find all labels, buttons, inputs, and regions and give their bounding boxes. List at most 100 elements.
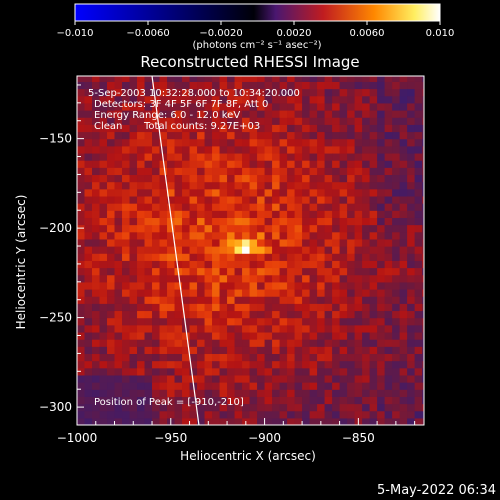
heatmap-cell <box>137 382 146 390</box>
heatmap-cell <box>159 131 168 140</box>
heatmap-cell <box>332 410 341 419</box>
colorbar-tick-label: 0.0060 <box>350 28 385 39</box>
heatmap-cell <box>347 288 356 297</box>
heatmap-cell <box>279 346 288 355</box>
heatmap-cell <box>242 88 251 97</box>
heatmap-cell <box>347 382 356 390</box>
heatmap-cell <box>107 117 116 125</box>
heatmap-cell <box>264 88 273 97</box>
heatmap-cell <box>189 324 198 333</box>
heatmap-cell <box>347 331 356 340</box>
heatmap-cell <box>324 81 333 90</box>
heatmap-cell <box>302 339 311 347</box>
heatmap-cell <box>204 217 213 226</box>
heatmap-cell <box>354 360 363 369</box>
heatmap-cell <box>264 339 273 347</box>
heatmap-cell <box>189 331 198 340</box>
heatmap-cell <box>234 303 243 312</box>
heatmap-cell <box>362 88 371 97</box>
heatmap-cell <box>107 410 116 419</box>
heatmap-cell <box>302 260 311 269</box>
heatmap-cell <box>279 76 288 82</box>
heatmap-cell <box>212 260 221 269</box>
heatmap-cell <box>414 281 423 290</box>
heatmap-cell <box>122 374 131 383</box>
heatmap-cell <box>129 138 138 147</box>
heatmap-cell <box>407 367 416 376</box>
heatmap-cell <box>152 317 161 326</box>
heatmap-cell <box>189 138 198 147</box>
heatmap-cell <box>114 145 123 154</box>
heatmap-cell <box>204 88 213 97</box>
heatmap-cell <box>354 339 363 347</box>
heatmap-cell <box>242 253 251 261</box>
heatmap-cell <box>332 81 341 90</box>
heatmap-cell <box>332 246 341 254</box>
heatmap-cell <box>324 310 333 319</box>
heatmap-cell <box>362 267 371 276</box>
heatmap-cell <box>92 267 101 276</box>
heatmap-cell <box>197 231 206 240</box>
heatmap-cell <box>122 217 131 226</box>
heatmap-cell <box>174 410 183 419</box>
heatmap-cell <box>317 296 326 304</box>
heatmap-cell <box>309 188 318 197</box>
heatmap-cell <box>294 181 303 190</box>
heatmap-cell <box>84 310 93 319</box>
heatmap-cell <box>279 131 288 140</box>
heatmap-cell <box>422 367 424 376</box>
heatmap-cell <box>369 76 378 82</box>
heatmap-cell <box>294 224 303 233</box>
heatmap-cell <box>384 145 393 154</box>
heatmap-cell <box>189 253 198 261</box>
heatmap-cell <box>294 374 303 383</box>
heatmap-cell <box>242 238 251 247</box>
heatmap-cell <box>107 303 116 312</box>
heatmap-cell <box>92 210 101 218</box>
heatmap-cell <box>92 95 101 104</box>
heatmap-cell <box>144 110 153 118</box>
heatmap-cell <box>227 76 236 82</box>
heatmap-cell <box>332 231 341 240</box>
heatmap-cell <box>257 324 266 333</box>
heatmap-cell <box>392 110 401 118</box>
heatmap-cell <box>129 396 138 405</box>
heatmap-cell <box>144 296 153 304</box>
heatmap-cell <box>354 367 363 376</box>
heatmap-cell <box>249 195 258 204</box>
heatmap-cell <box>362 288 371 297</box>
heatmap-cell <box>167 203 176 211</box>
heatmap-cell <box>422 260 424 269</box>
heatmap-cell <box>114 188 123 197</box>
heatmap-cell <box>287 145 296 154</box>
heatmap-cell <box>182 296 191 304</box>
heatmap-cell <box>414 224 423 233</box>
heatmap-cell <box>362 403 371 412</box>
heatmap-cell <box>114 296 123 304</box>
heatmap-cell <box>272 188 281 197</box>
heatmap-cell <box>122 346 131 355</box>
heatmap-cell <box>159 331 168 340</box>
heatmap-cell <box>174 367 183 376</box>
heatmap-cell <box>77 324 86 333</box>
heatmap-cell <box>339 160 348 168</box>
heatmap-cell <box>317 210 326 218</box>
heatmap-cell <box>144 203 153 211</box>
heatmap-cell <box>137 360 146 369</box>
heatmap-cell <box>212 374 221 383</box>
heatmap-cell <box>399 145 408 154</box>
heatmap-cell <box>189 167 198 176</box>
heatmap-cell <box>99 360 108 369</box>
heatmap-cell <box>317 181 326 190</box>
heatmap-cell <box>84 131 93 140</box>
heatmap-cell <box>294 102 303 111</box>
heatmap-cell <box>399 160 408 168</box>
heatmap-cell <box>287 195 296 204</box>
heatmap-cell <box>399 81 408 90</box>
heatmap-cell <box>332 374 341 383</box>
heatmap-cell <box>317 145 326 154</box>
heatmap-cell <box>212 102 221 111</box>
heatmap-cell <box>257 389 266 397</box>
heatmap-cell <box>317 81 326 90</box>
heatmap-cell <box>159 231 168 240</box>
